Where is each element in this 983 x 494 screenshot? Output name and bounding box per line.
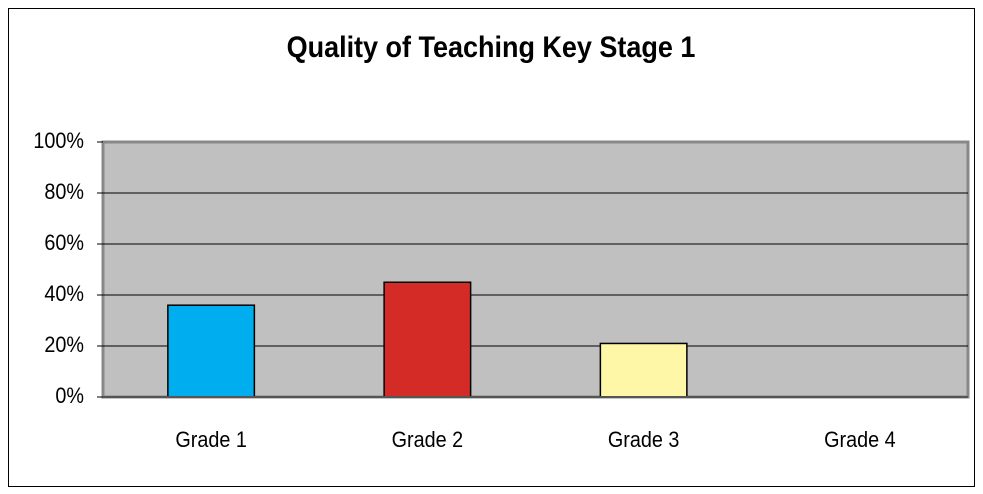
- y-tick-label: 80%: [44, 180, 84, 204]
- x-tick-label: Grade 1: [175, 428, 246, 452]
- x-tick-label: Grade 2: [392, 428, 463, 452]
- y-tick-label: 100%: [33, 129, 84, 153]
- bar: [167, 304, 256, 398]
- chart-title: Quality of Teaching Key Stage 1: [287, 31, 696, 65]
- bar: [383, 281, 472, 398]
- y-tick-label: 60%: [44, 231, 84, 255]
- y-tick-label: 20%: [44, 333, 84, 357]
- y-tick-label: 0%: [55, 384, 84, 408]
- bar: [599, 342, 688, 398]
- y-tick-label: 40%: [44, 282, 84, 306]
- x-tick-label: Grade 4: [824, 428, 896, 452]
- x-tick-label: Grade 3: [608, 428, 679, 452]
